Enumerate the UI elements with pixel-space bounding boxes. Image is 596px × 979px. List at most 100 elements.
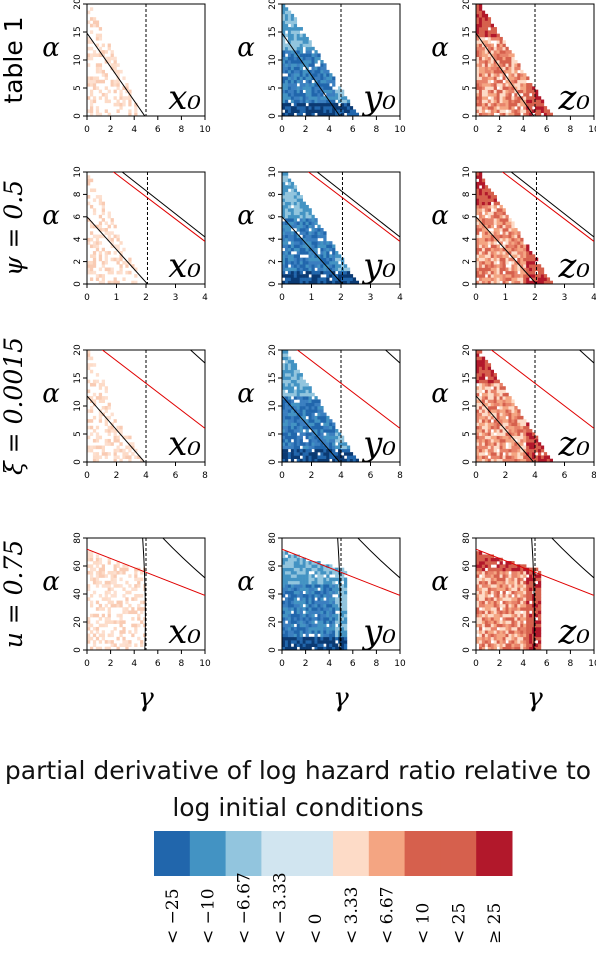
red-line <box>490 350 594 429</box>
x-tick-label: 8 <box>591 471 596 481</box>
x-tick-label: 4 <box>202 293 208 303</box>
x-tick-label: 2 <box>338 293 344 303</box>
x-tick-label: 0 <box>279 293 285 303</box>
y-tick-label: 4 <box>462 236 472 242</box>
x-tick-label: 0 <box>84 125 90 135</box>
legend-bin-label-6: < 6.67 <box>378 887 398 945</box>
x-tick-label: 4 <box>143 471 149 481</box>
panel-label: y₀ <box>361 612 396 652</box>
heat-cells-r2-c1 <box>282 350 359 463</box>
boundary-lines <box>476 350 594 462</box>
y-axis-label: α <box>431 33 449 63</box>
x-tick-label: 10 <box>394 125 406 135</box>
panel-r3-c1: y₀ 0 2 4 6 8 10 0 20 40 60 80 α <box>237 532 406 669</box>
y-tick-label: 0 <box>268 113 278 119</box>
upper-curve <box>357 538 400 579</box>
red-line <box>476 548 594 596</box>
x-tick-label: 0 <box>473 471 479 481</box>
x-tick-label: 4 <box>338 471 344 481</box>
heat-cells-r1-c0 <box>87 175 138 285</box>
y-tick-label: 2 <box>73 259 83 265</box>
y-tick-label: 10 <box>268 166 278 178</box>
x-tick-label: 8 <box>568 125 574 135</box>
legend-swatch-5 <box>333 831 370 876</box>
heat-cells-r1-c2 <box>476 172 553 285</box>
y-tick-label: 20 <box>268 0 278 10</box>
y-tick-label: 15 <box>462 26 472 37</box>
y-tick-label: 5 <box>268 431 278 437</box>
legend-bin-label-5: < 3.33 <box>342 887 362 945</box>
y-tick-label: 2 <box>268 259 278 265</box>
panel-r0-c0: x₀ 0 2 4 6 8 10 0 5 10 15 20 α <box>42 0 211 135</box>
y-tick-label: 6 <box>268 214 278 220</box>
boundary-lines <box>282 4 342 116</box>
x-tick-label: 2 <box>497 659 503 669</box>
x-tick-label: 2 <box>108 659 114 669</box>
y-tick-label: 5 <box>268 85 278 91</box>
x-tick-label: 6 <box>350 659 356 669</box>
y-tick-label: 6 <box>462 214 472 220</box>
x-tick-label: 6 <box>544 125 550 135</box>
y-tick-label: 20 <box>268 616 278 628</box>
y-tick-label: 15 <box>73 26 83 37</box>
x-tick-label: 6 <box>544 659 550 669</box>
x-tick-label: 6 <box>368 471 374 481</box>
legend-title: partial derivative of log hazard ratio r… <box>4 756 592 822</box>
legend-swatch-2 <box>225 831 262 876</box>
y-axis-label: α <box>42 201 60 231</box>
x-tick-label: 10 <box>199 659 211 669</box>
upper-line <box>384 350 400 364</box>
y-tick-label: 10 <box>73 400 83 412</box>
panel-r1-c2: z₀ 0 1 2 3 4 0 2 4 6 8 10 α <box>431 166 596 303</box>
panel-r0-c2: z₀ 0 2 4 6 8 10 0 5 10 15 20 α <box>431 0 596 135</box>
boundary-lines <box>282 172 400 284</box>
y-axis-label: α <box>42 33 60 63</box>
boundary-line <box>87 395 145 462</box>
heat-cells-r2-c2 <box>476 350 553 463</box>
legend-bin-label-2: < −6.67 <box>235 872 255 944</box>
legend-swatch-0 <box>154 831 191 876</box>
y-tick-label: 80 <box>462 532 472 544</box>
y-axis-label: α <box>42 567 60 597</box>
x-tick-label: 0 <box>84 293 90 303</box>
legend-bin-label-8: < 25 <box>449 903 469 944</box>
y-tick-label: 0 <box>73 281 83 287</box>
y-tick-label: 20 <box>462 616 472 628</box>
y-tick-label: 15 <box>268 372 278 383</box>
x-tick-label: 1 <box>309 293 315 303</box>
legend-swatch-6 <box>368 831 406 876</box>
legend-swatch-3 <box>261 831 298 876</box>
x-axis-label-0: γ <box>138 683 154 713</box>
panel-label: x₀ <box>168 78 201 118</box>
y-tick-label: 4 <box>73 236 83 242</box>
y-tick-label: 6 <box>73 214 83 220</box>
legend-bin-label-3: < −3.33 <box>270 872 290 944</box>
legend-swatch-4 <box>297 831 334 876</box>
x-tick-label: 4 <box>131 659 137 669</box>
boundary-lines <box>476 172 594 284</box>
boundary-line <box>87 32 146 116</box>
y-tick-label: 10 <box>462 54 472 66</box>
x-tick-label: 10 <box>588 659 596 669</box>
x-axis-label-1: γ <box>333 683 349 713</box>
boundary-lines <box>87 172 205 284</box>
y-tick-label: 40 <box>268 588 278 600</box>
red-line <box>296 350 400 429</box>
panel-label: z₀ <box>557 246 590 286</box>
y-tick-label: 10 <box>268 400 278 412</box>
panel-label: z₀ <box>557 612 590 652</box>
x-tick-label: 4 <box>326 659 332 669</box>
y-tick-label: 5 <box>462 85 472 91</box>
y-tick-label: 5 <box>462 431 472 437</box>
x-tick-label: 10 <box>394 659 406 669</box>
heat-cells-r1-c1 <box>282 172 359 285</box>
red-line <box>282 548 400 596</box>
x-axis-label-2: γ <box>527 683 543 713</box>
y-tick-label: 80 <box>268 532 278 544</box>
y-tick-label: 0 <box>73 647 83 653</box>
x-tick-label: 4 <box>397 293 403 303</box>
panel-r3-c2: z₀ 0 2 4 6 8 10 0 20 40 60 80 α <box>431 532 596 669</box>
legend-swatch-9 <box>476 831 513 876</box>
panel-r1-c0: x₀ 0 1 2 3 4 0 2 4 6 8 10 α <box>42 166 208 303</box>
